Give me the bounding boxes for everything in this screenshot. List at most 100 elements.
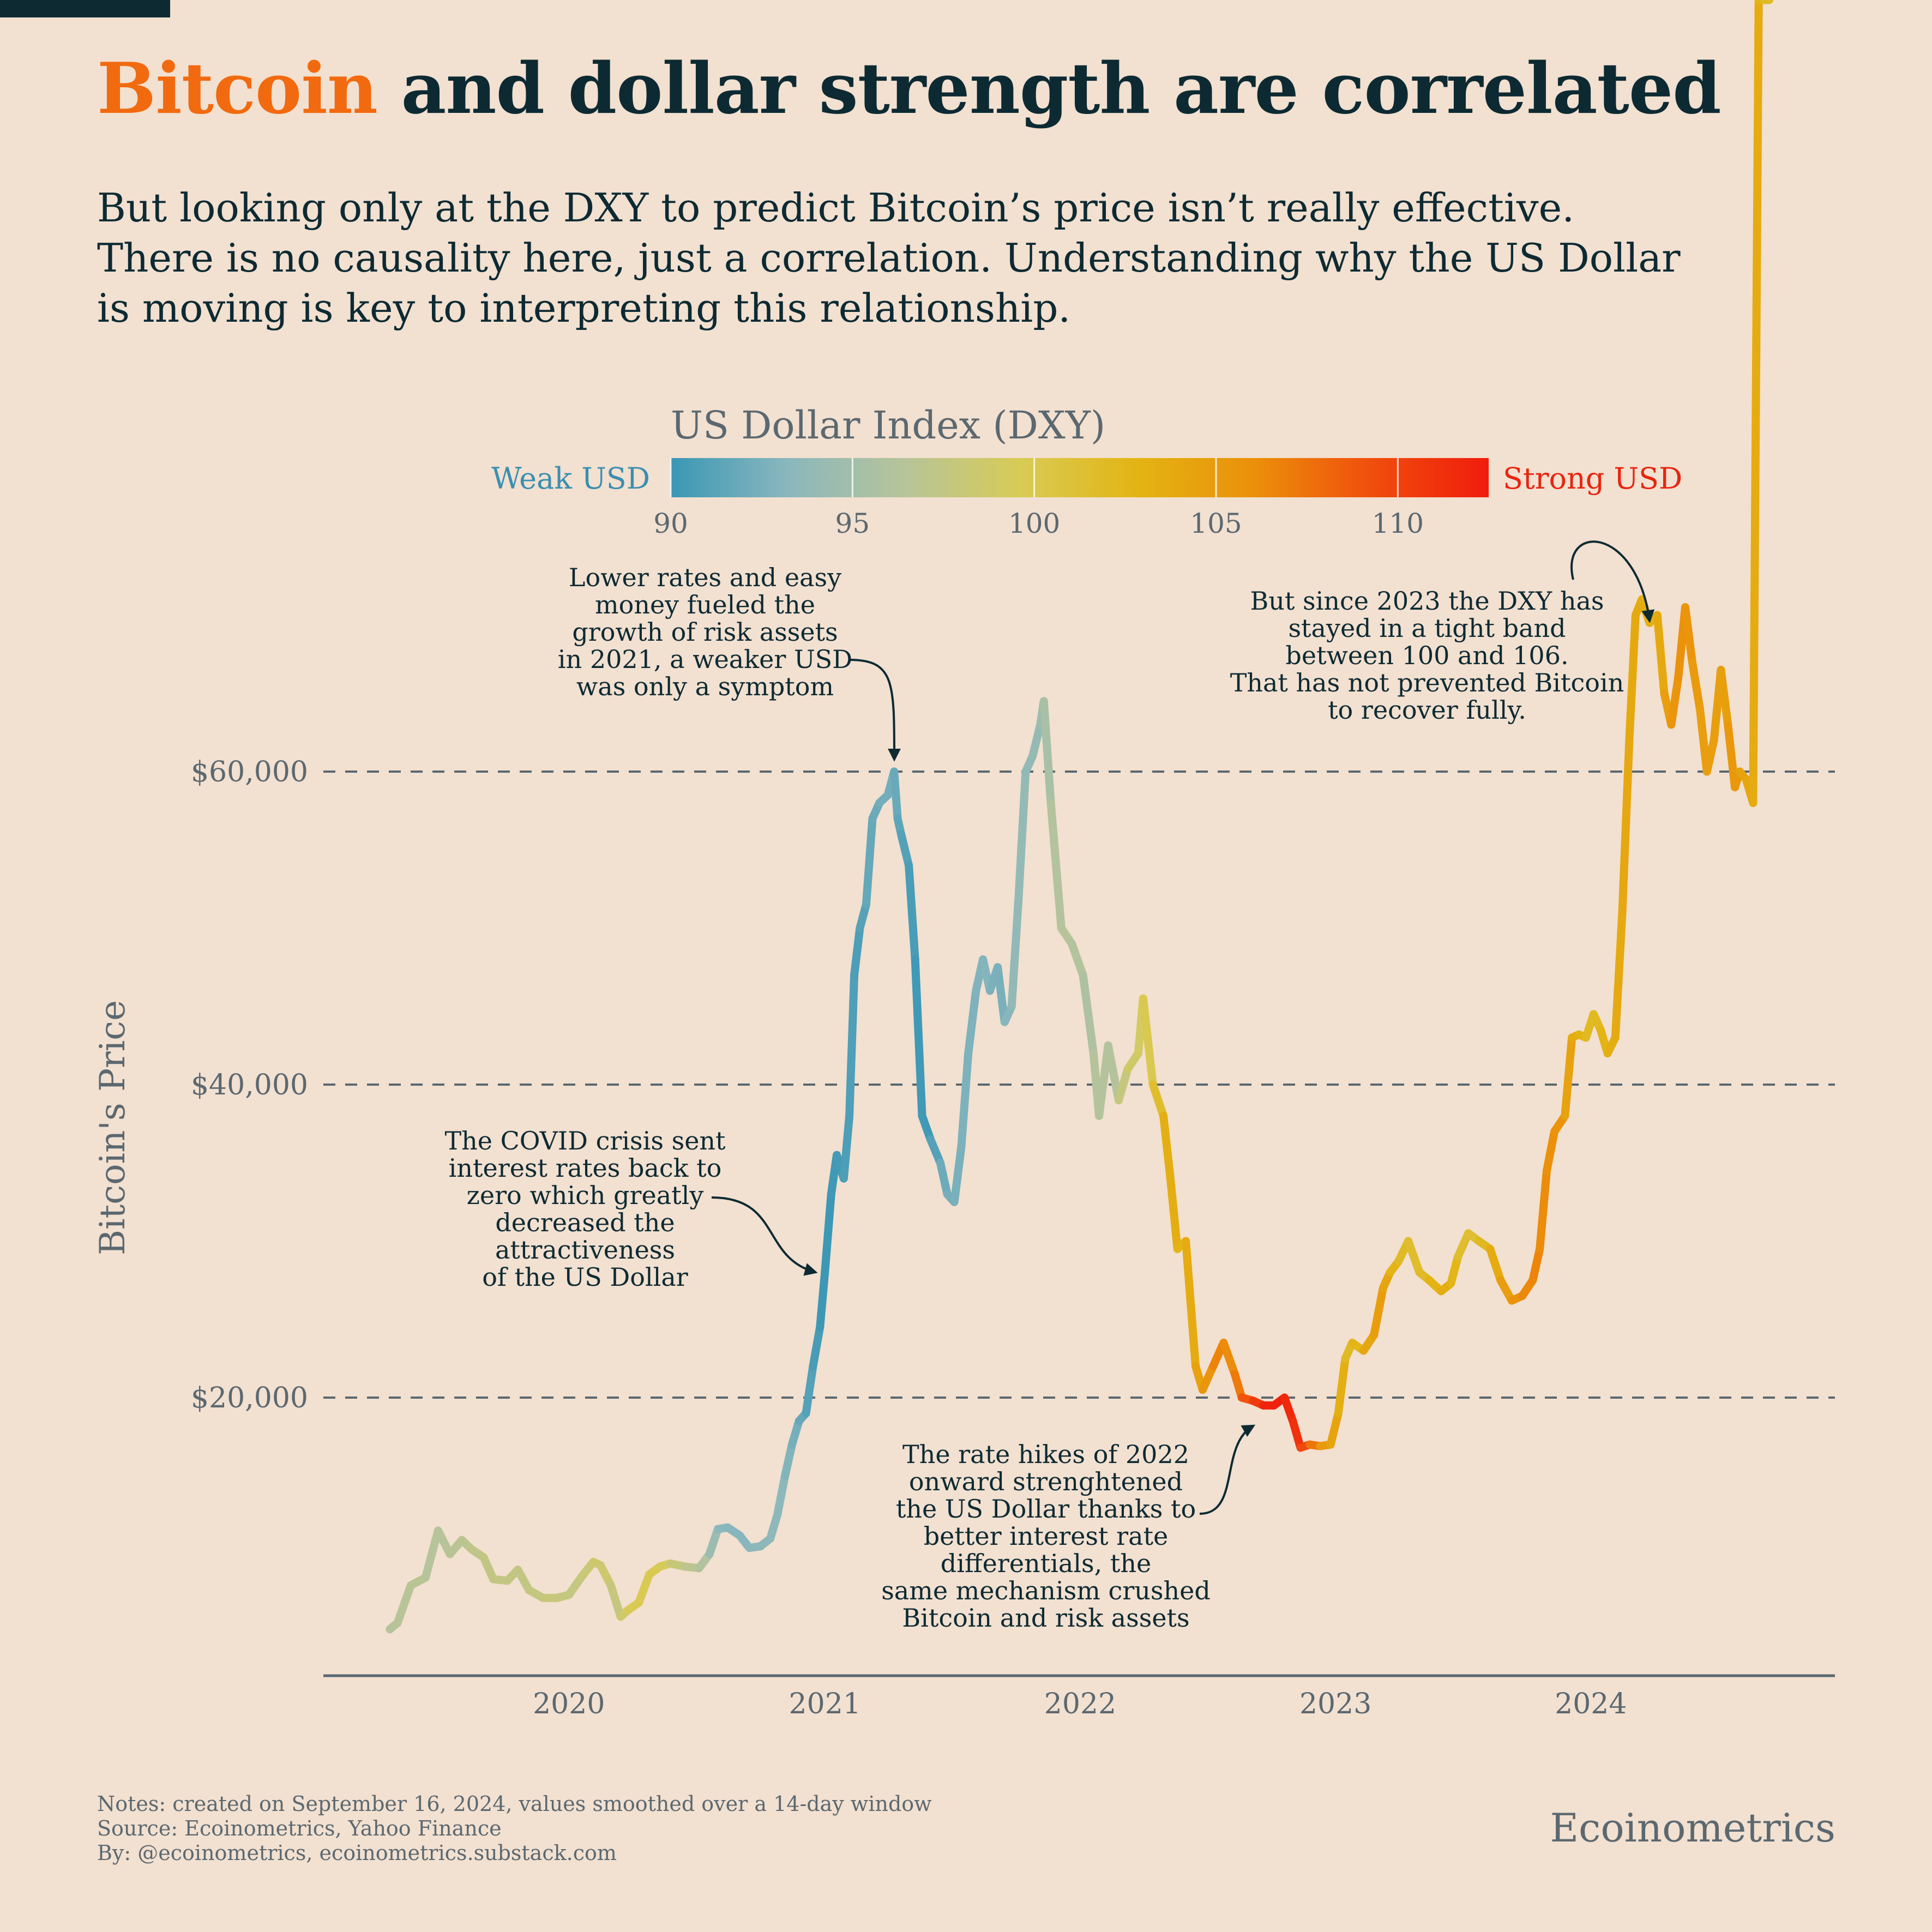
annotation-line: attractiveness [495, 1235, 675, 1265]
line-segment [773, 1472, 790, 1519]
annotation-arrow [1570, 540, 1655, 623]
colorbar-tick-label: 100 [1008, 508, 1060, 539]
line-segment [802, 1362, 817, 1418]
annotation-line: was only a symptom [576, 672, 834, 701]
line-segment [421, 1526, 442, 1582]
subtitle: But looking only at the DXY to predict B… [97, 183, 1842, 333]
line-segment [1039, 697, 1055, 807]
line-segment [1046, 798, 1066, 932]
line-segment [809, 1323, 824, 1371]
colorbar-tick-label: 90 [653, 508, 688, 539]
line-segment [1536, 1166, 1551, 1253]
line-segment [781, 1440, 796, 1480]
line-segment [1028, 720, 1045, 760]
line-segment [890, 767, 902, 823]
annotation-line: differentials, the [941, 1549, 1151, 1578]
line-segment [1447, 1253, 1462, 1287]
colorbar-gradient [671, 458, 1489, 497]
line-segment [1166, 1174, 1182, 1253]
annotation-line: interest rates back to [449, 1153, 722, 1183]
x-tick-label: 2024 [1555, 1688, 1627, 1720]
annotation-line: the US Dollar thanks to [896, 1494, 1196, 1524]
annotation-line: onward strenghtened [909, 1467, 1183, 1496]
annotation-line: better interest rate [924, 1521, 1169, 1551]
subtitle-line: is moving is key to interpreting this re… [97, 285, 1071, 331]
line-segment [1528, 1244, 1544, 1285]
annotation-line: between 100 and 106. [1285, 641, 1568, 670]
notes-line: Notes: created on September 16, 2024, va… [97, 1792, 932, 1816]
annotation-arrow [848, 659, 901, 762]
y-tick-label: $60,000 [191, 756, 308, 789]
line-segment [1079, 971, 1098, 1058]
annotation-arrow [1199, 1424, 1256, 1515]
line-segment [1625, 611, 1640, 745]
line-segment [1681, 603, 1696, 666]
brand-logo-text: Ecoinometrics [1550, 1805, 1835, 1851]
x-tick-label: 2022 [1044, 1688, 1116, 1720]
line-segment [1618, 736, 1634, 917]
line-segment [1749, 0, 1763, 807]
line-segment [821, 1190, 835, 1277]
line-segment [1014, 767, 1030, 901]
y-tick-label: $40,000 [191, 1069, 308, 1102]
line-segment [994, 963, 1009, 1026]
line-segment [1334, 1354, 1350, 1418]
colorbar-tick-label: 105 [1190, 508, 1242, 539]
line-segment [1326, 1409, 1343, 1449]
annotation-since-2023: But since 2023 the DXY has stayed in a ti… [1230, 540, 1655, 725]
top-accent-bar [0, 0, 170, 17]
line-segment [1702, 736, 1718, 776]
line-segment [926, 1135, 944, 1167]
title-rest: and dollar strength are correlated [401, 48, 1722, 130]
x-tick-label: 2020 [533, 1688, 605, 1720]
annotation-rate-hikes: The rate hikes of 2022 onward strenghtene… [881, 1424, 1256, 1633]
line-segment [1198, 1362, 1218, 1394]
line-segment [839, 1111, 854, 1183]
source-line: Source: Ecoinometrics, Yahoo Finance [97, 1816, 502, 1840]
colorbar: US Dollar Index (DXY) Weak USD Strong US… [491, 403, 1682, 539]
colorbar-tick-label: 110 [1372, 508, 1424, 539]
annotation-line: money fueled the [595, 590, 815, 619]
line-segment [705, 1525, 722, 1558]
y-tick-label: $20,000 [191, 1382, 308, 1415]
y-axis-title: Bitcoin's Price [93, 1000, 133, 1255]
line-segment [1068, 940, 1087, 979]
line-segment [393, 1581, 415, 1627]
line-segment [1404, 1237, 1424, 1277]
colorbar-tick-label: 95 [835, 508, 870, 539]
line-segment [635, 1570, 654, 1607]
x-tick-label: 2021 [789, 1688, 861, 1720]
page-title: Bitcoin and dollar strength are correlat… [97, 48, 1722, 130]
line-segment [1611, 908, 1627, 1042]
line-segment [1543, 1127, 1559, 1175]
line-segment [1104, 1041, 1123, 1105]
line-segment [964, 986, 980, 1058]
byline: By: @ecoinometrics, ecoinometrics.substa… [97, 1841, 617, 1865]
line-segment [1148, 1080, 1168, 1120]
line-segment [1561, 1033, 1576, 1120]
subtitle-line: There is no causality here, just a corre… [97, 235, 1681, 281]
subtitle-line: But looking only at the DXY to predict B… [97, 185, 1575, 231]
line-segment [957, 1049, 973, 1152]
colorbar-low-label: Weak USD [491, 461, 650, 496]
line-segment [1289, 1417, 1305, 1452]
annotation-line: stayed in a tight band [1288, 613, 1566, 643]
annotation-line: Bitcoin and risk assets [902, 1603, 1189, 1633]
annotation-line: Lower rates and easy [569, 563, 841, 592]
annotation-line: decreased the [495, 1208, 675, 1237]
line-segment [918, 1111, 935, 1143]
line-segment [1007, 893, 1023, 1010]
annotation-line: zero which greatly [467, 1181, 704, 1210]
annotation-2021: Lower rates and easy money fueled the grow… [558, 563, 901, 762]
line-segment [1370, 1284, 1387, 1339]
line-segment [1454, 1229, 1473, 1261]
annotation-arrow [711, 1196, 818, 1276]
annotation-line: The COVID crisis sent [444, 1126, 726, 1155]
annotation-line: same mechanism crushed [881, 1576, 1211, 1605]
price-line [386, 0, 1773, 1634]
line-segment [850, 924, 864, 979]
title-accent-word: Bitcoin [97, 48, 378, 130]
